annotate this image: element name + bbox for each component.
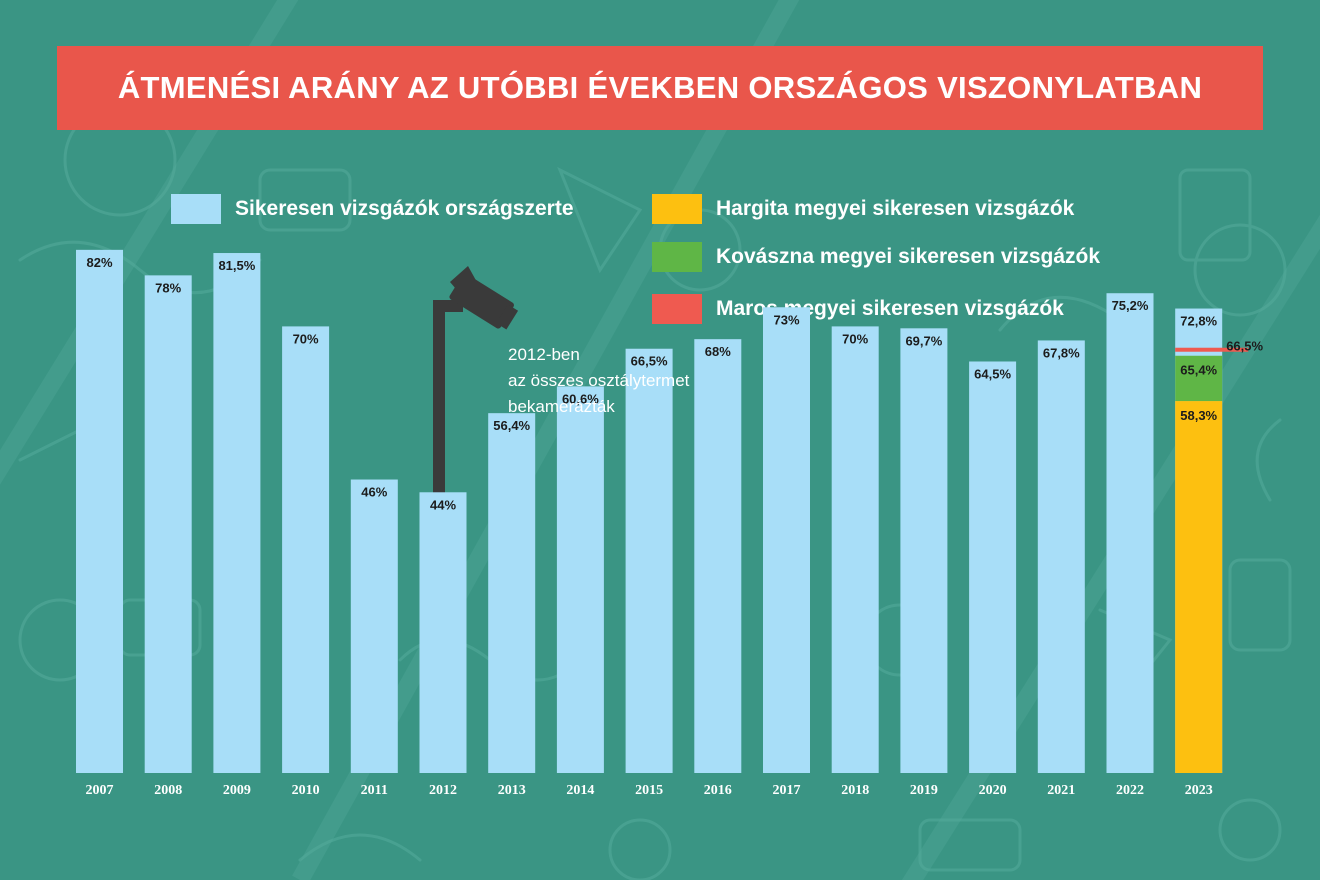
x-tick-2012: 2012 <box>429 783 457 798</box>
bar-hargita-2023 <box>1175 401 1223 773</box>
bar-national-2012 <box>419 492 467 773</box>
x-tick-2020: 2020 <box>979 783 1007 798</box>
value-label-2016: 68% <box>705 344 731 359</box>
x-tick-2017: 2017 <box>773 783 801 798</box>
value-label-2012: 44% <box>430 497 456 512</box>
value-label-2015: 66,5% <box>631 354 668 369</box>
legend-item-hargita: Hargita megyei sikeresen vizsgázók <box>652 194 1074 224</box>
annotation-line-1: 2012-ben <box>508 345 580 364</box>
bar-national-2010 <box>282 326 330 773</box>
legend-label-national: Sikeresen vizsgázók országszerte <box>235 197 574 220</box>
bar-national-2021 <box>1037 340 1085 773</box>
chart-title: ÁTMENÉSI ARÁNY AZ UTÓBBI ÉVEKBEN ORSZÁGO… <box>117 70 1203 105</box>
bar-national-2015 <box>625 348 673 773</box>
x-tick-2013: 2013 <box>498 783 526 798</box>
bar-national-2018 <box>831 326 879 773</box>
legend-label-hargita: Hargita megyei sikeresen vizsgázók <box>716 197 1075 220</box>
value-label-2009: 81,5% <box>218 258 255 273</box>
legend-swatch-hargita <box>652 194 702 224</box>
value-label-2008: 78% <box>155 280 181 295</box>
bar-national-2007 <box>76 249 123 774</box>
x-tick-2019: 2019 <box>910 783 938 798</box>
value-label-2013: 56,4% <box>493 418 530 433</box>
value-label-2021: 67,8% <box>1043 345 1080 360</box>
annotation-note: 2012-ben az összes osztálytermet bekamer… <box>508 342 689 420</box>
legend-swatch-kovaszna <box>652 242 702 272</box>
value-label-2010: 70% <box>293 331 319 346</box>
value-label-2023: 72,8% <box>1180 314 1217 329</box>
bar-national-2009 <box>213 253 261 773</box>
bar-national-2008 <box>144 275 192 773</box>
bar-maros-2023 <box>1175 347 1249 352</box>
x-tick-2007: 2007 <box>86 783 114 798</box>
x-tick-2022: 2022 <box>1116 783 1144 798</box>
legend-item-national: Sikeresen vizsgázók országszerte <box>171 194 574 224</box>
x-tick-2009: 2009 <box>223 783 251 798</box>
value-label-2022: 75,2% <box>1112 298 1149 313</box>
x-tick-2010: 2010 <box>292 783 320 798</box>
x-tick-2021: 2021 <box>1047 783 1075 798</box>
title-banner: ÁTMENÉSI ARÁNY AZ UTÓBBI ÉVEKBEN ORSZÁGO… <box>57 46 1263 130</box>
value-label-2019: 69,7% <box>905 333 942 348</box>
x-tick-2015: 2015 <box>635 783 663 798</box>
bar-national-2014 <box>556 386 604 773</box>
bar-national-2022 <box>1106 293 1154 773</box>
value-label-hargita-2023: 58,3% <box>1180 408 1217 423</box>
bar-national-2013 <box>488 413 536 773</box>
bar-kovaszna-2023 <box>1175 355 1223 402</box>
x-tick-2018: 2018 <box>841 783 869 798</box>
legend-item-kovaszna: Kovászna megyei sikeresen vizsgázók <box>652 242 1100 272</box>
bar-national-2020 <box>969 361 1017 773</box>
bar-national-2019 <box>900 328 948 773</box>
value-label-2017: 73% <box>773 312 799 327</box>
bar-national-2011 <box>350 479 398 773</box>
x-tick-2008: 2008 <box>154 783 182 798</box>
annotation-line-3: bekamerázták <box>508 397 615 416</box>
x-tick-2014: 2014 <box>566 783 594 798</box>
value-label-kovaszna-2023: 65,4% <box>1180 363 1217 378</box>
value-label-2020: 64,5% <box>974 366 1011 381</box>
x-tick-2011: 2011 <box>361 783 388 798</box>
x-tick-2023: 2023 <box>1185 783 1213 798</box>
bar-national-2016 <box>694 339 742 773</box>
value-label-2007: 82% <box>86 255 112 270</box>
legend-swatch-national <box>171 194 221 224</box>
value-label-2014: 60,6% <box>562 391 599 406</box>
bar-national-2017 <box>763 307 810 773</box>
value-label-2018: 70% <box>842 331 868 346</box>
value-label-maros-2023: 66,5% <box>1226 339 1263 354</box>
value-label-2011: 46% <box>361 485 387 500</box>
x-tick-2016: 2016 <box>704 783 732 798</box>
annotation-line-2: az összes osztálytermet <box>508 371 690 390</box>
legend-swatch-maros <box>652 294 702 324</box>
legend-label-kovaszna: Kovászna megyei sikeresen vizsgázók <box>716 245 1101 268</box>
